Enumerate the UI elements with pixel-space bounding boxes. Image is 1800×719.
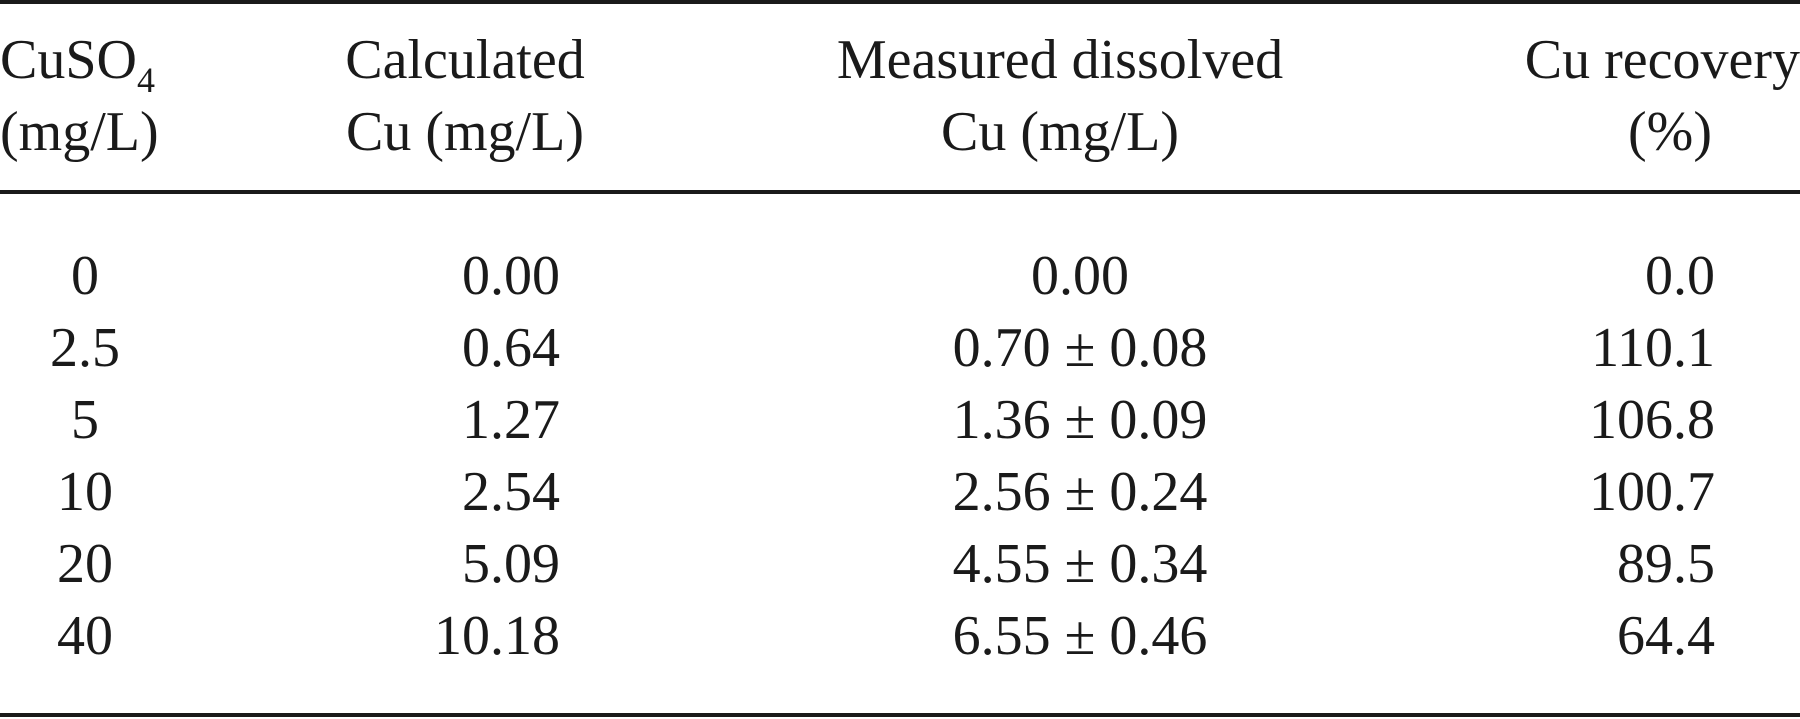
cell-cuso4: 40 <box>57 605 113 667</box>
bottom-rule <box>0 713 1800 717</box>
cell-measured: 6.55 ± 0.46 <box>952 605 1208 667</box>
header-cu-recovery: Cu recovery (%) <box>1460 24 1800 168</box>
cell-recovery: 0.0 <box>1645 245 1715 307</box>
cell-calculated: 0.64 <box>462 317 560 379</box>
cell-cuso4: 5 <box>71 389 99 451</box>
header-cuso4: CuSO4 (mg/L) <box>0 24 159 168</box>
header-rule <box>0 190 1800 194</box>
header-measured-line2: Cu (mg/L) <box>941 101 1179 163</box>
cell-recovery: 89.5 <box>1617 533 1715 595</box>
header-recovery-line2: (%) <box>1628 101 1712 163</box>
cell-calculated: 1.27 <box>462 389 560 451</box>
cell-measured: 4.55 ± 0.34 <box>952 533 1208 595</box>
top-rule <box>0 0 1800 4</box>
cell-cuso4: 10 <box>57 461 113 523</box>
table-row: 20 5.09 4.55 ± 0.34 89.5 <box>0 528 1800 600</box>
cell-calculated: 2.54 <box>462 461 560 523</box>
header-cuso4-text: CuSO <box>0 29 137 91</box>
cell-calculated: 0.00 <box>462 245 560 307</box>
cell-calculated: 5.09 <box>462 533 560 595</box>
header-calculated-line1: Calculated <box>345 29 585 91</box>
table-body: 0 0.00 0.00 0.0 2.5 0.64 0.70 ± 0.08 110… <box>0 240 1800 672</box>
header-calculated-line2: Cu (mg/L) <box>346 101 584 163</box>
cell-cuso4: 20 <box>57 533 113 595</box>
table-row: 10 2.54 2.56 ± 0.24 100.7 <box>0 456 1800 528</box>
cell-recovery: 106.8 <box>1589 389 1715 451</box>
header-measured-cu: Measured dissolved Cu (mg/L) <box>780 24 1340 168</box>
header-calculated-cu: Calculated Cu (mg/L) <box>300 24 630 168</box>
cell-cuso4: 2.5 <box>50 317 120 379</box>
cell-cuso4: 0 <box>71 245 99 307</box>
cell-calculated: 10.18 <box>434 605 560 667</box>
cell-recovery: 100.7 <box>1589 461 1715 523</box>
cell-measured: 0.70 ± 0.08 <box>952 317 1208 379</box>
cell-measured: 0.00 <box>1031 245 1129 307</box>
header-measured-line1: Measured dissolved <box>836 29 1284 91</box>
table-row: 0 0.00 0.00 0.0 <box>0 240 1800 312</box>
cell-measured: 2.56 ± 0.24 <box>952 461 1208 523</box>
table-row: 40 10.18 6.55 ± 0.46 64.4 <box>0 600 1800 672</box>
table-row: 2.5 0.64 0.70 ± 0.08 110.1 <box>0 312 1800 384</box>
header-cuso4-subscript: 4 <box>136 60 155 100</box>
cell-measured: 1.36 ± 0.09 <box>952 389 1208 451</box>
cell-recovery: 110.1 <box>1591 317 1715 379</box>
table-row: 5 1.27 1.36 ± 0.09 106.8 <box>0 384 1800 456</box>
header-cuso4-unit: (mg/L) <box>0 101 159 163</box>
header-recovery-line1: Cu recovery <box>1524 29 1800 91</box>
cell-recovery: 64.4 <box>1617 605 1715 667</box>
